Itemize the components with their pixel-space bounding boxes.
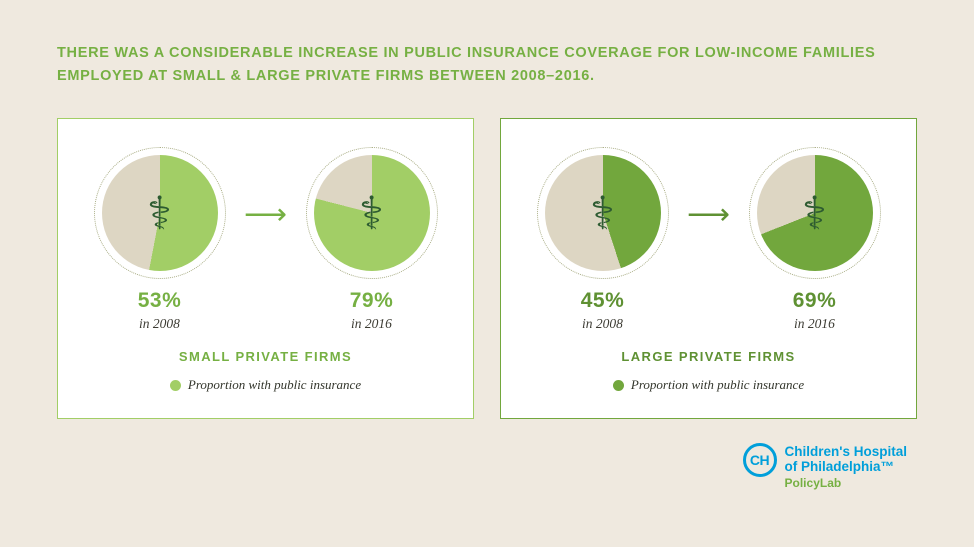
caduceus-icon: ⚕ [590, 187, 615, 239]
pie-block-2008: ⚕ 45% in 2008 [524, 147, 682, 332]
pie-block-2016: ⚕ 69% in 2016 [736, 147, 894, 332]
pie-block-2008: ⚕ 53% in 2008 [81, 147, 239, 332]
pie-dotted-ring: ⚕ [93, 147, 226, 279]
arrow-right-icon: ⟶ [686, 198, 730, 231]
page-title: THERE WAS A CONSIDERABLE INCREASE IN PUB… [57, 45, 876, 85]
pie-chart-large-2008: ⚕ [544, 155, 661, 271]
small-private-firms-panel: ⚕ 53% in 2008 ⟶ ⚕ 79% in 2016 [57, 118, 474, 419]
percent-label: 69% [792, 289, 837, 312]
pie-dotted-ring: ⚕ [305, 147, 438, 279]
legend-dot-icon [169, 379, 181, 391]
pie-chart-large-2016: ⚕ [756, 155, 873, 271]
pie-dotted-ring: ⚕ [748, 147, 881, 279]
legend: Proportion with public insurance [169, 377, 362, 393]
year-label: in 2008 [582, 316, 623, 331]
year-label: in 2008 [139, 316, 180, 331]
panels-row: ⚕ 53% in 2008 ⟶ ⚕ 79% in 2016 [57, 118, 917, 419]
legend-label: Proportion with public insurance [187, 377, 362, 392]
year-label: in 2016 [794, 316, 835, 331]
pie-row: ⚕ 53% in 2008 ⟶ ⚕ 79% in 2016 [81, 147, 451, 332]
pie-dotted-ring: ⚕ [536, 147, 669, 279]
panel-title: SMALL PRIVATE FIRMS [178, 349, 353, 364]
year-label: in 2016 [351, 316, 392, 331]
pie-chart-small-2016: ⚕ [313, 155, 430, 271]
panel-title: LARGE PRIVATE FIRMS [621, 349, 796, 364]
caduceus-icon: ⚕ [147, 187, 172, 239]
pie-row: ⚕ 45% in 2008 ⟶ ⚕ 69% in 2016 [524, 147, 894, 332]
policylab-label: PolicyLab [784, 476, 842, 491]
pie-chart-small-2008: ⚕ [101, 155, 218, 271]
logo-text: Children's Hospital of Philadelphia™ Pol… [785, 443, 907, 491]
arrow-right-icon: ⟶ [243, 198, 287, 231]
pie-block-2016: ⚕ 79% in 2016 [293, 147, 451, 332]
legend: Proportion with public insurance [612, 377, 805, 393]
caduceus-icon: ⚕ [802, 187, 827, 239]
chop-monogram-icon: CH [742, 443, 777, 477]
logo-line2: of Philadelphia™ [784, 459, 895, 475]
legend-dot-icon [612, 379, 624, 391]
logo-line1: Children's Hospital [784, 444, 907, 459]
percent-label: 45% [580, 289, 625, 312]
chop-policylab-logo: CH Children's Hospital of Philadelphia™ … [742, 443, 907, 491]
caduceus-icon: ⚕ [359, 187, 384, 239]
large-private-firms-panel: ⚕ 45% in 2008 ⟶ ⚕ 69% in 2016 [500, 118, 917, 419]
percent-label: 79% [349, 289, 394, 312]
legend-label: Proportion with public insurance [630, 377, 805, 392]
percent-label: 53% [137, 289, 182, 312]
